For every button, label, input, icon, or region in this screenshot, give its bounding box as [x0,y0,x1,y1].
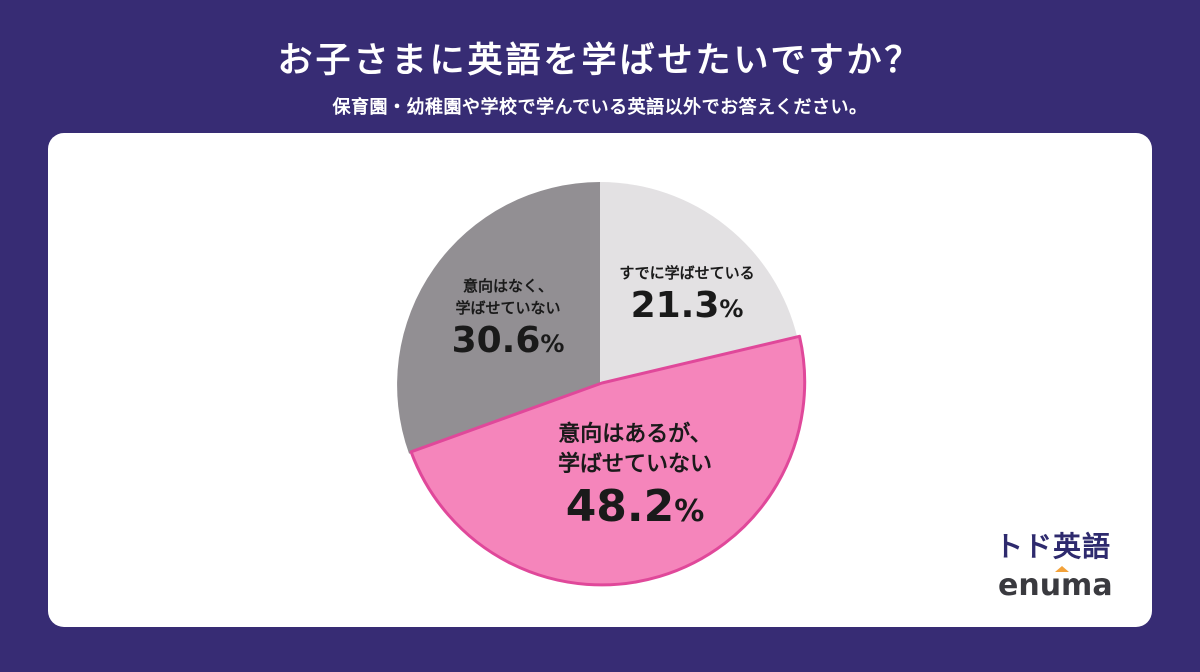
label-value: 21.3% [602,284,772,331]
enuma-roof-icon [1055,566,1069,572]
page-subtitle: 保育園・幼稚園や学校で学んでいる英語以外でお答えください。 [332,97,868,118]
label-value: 30.6% [428,319,588,366]
label-category: すでに学ばせている [619,264,755,282]
pie-slice-no-intent [397,182,600,454]
label-category-line1: 意向はあるが、 [558,422,712,447]
enuma-logo: enuma [998,568,1113,603]
label-no-intent: 意向はなく、 学ばせていない 30.6% [428,275,588,366]
value-number: 30.6 [451,320,541,361]
value-number: 21.3 [630,285,720,326]
value-number: 48.2 [565,481,675,532]
value-unit: % [540,330,565,358]
pie-slice-already-learning [600,182,798,385]
value-unit: % [674,494,705,529]
label-intent-not-learning: 意向はあるが、 学ばせていない 48.2% [515,420,755,539]
todo-english-logo: トド英語 [995,530,1112,563]
pie-slice-intent-not-learning [409,334,807,587]
label-category-line2: 学ばせていない [455,299,561,317]
label-category-line1: 意向はなく、 [462,277,553,295]
page-title: お子さまに英語を学ばせたいですか？ [277,41,923,81]
value-unit: % [719,295,744,323]
label-already-learning: すでに学ばせている 21.3% [602,262,772,331]
label-category-line2: 学ばせていない [557,452,712,477]
label-value: 48.2% [515,480,755,539]
